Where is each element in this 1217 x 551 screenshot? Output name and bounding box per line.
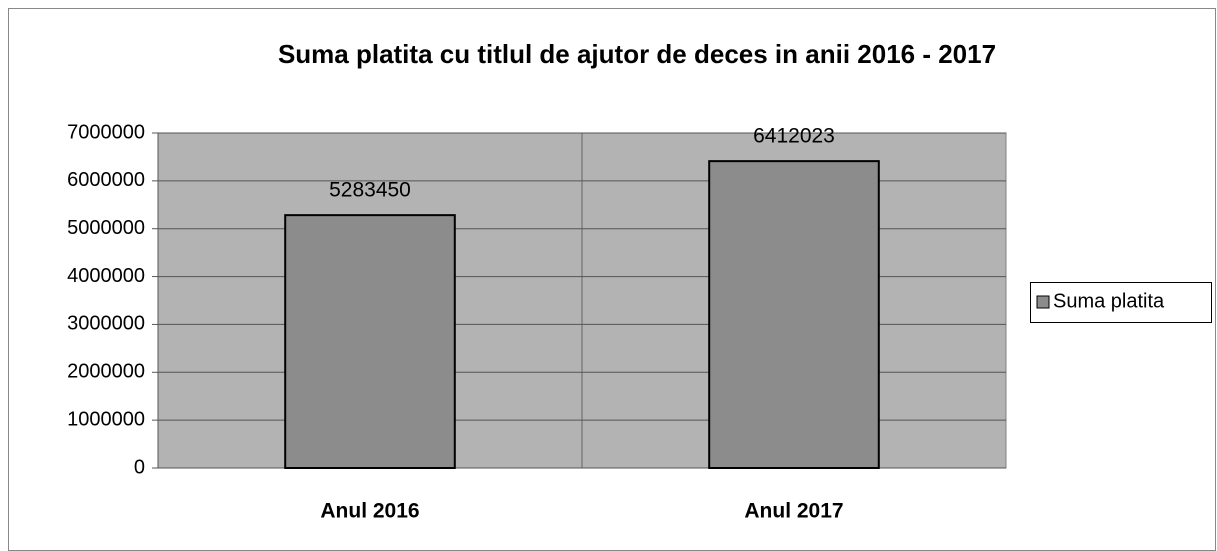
legend-box	[1030, 282, 1212, 323]
y-tick-label: 5000000	[67, 217, 145, 239]
data-label: 5283450	[329, 179, 411, 202]
y-tick-label: 7000000	[67, 121, 145, 143]
y-tick-label: 3000000	[67, 313, 145, 335]
y-tick-label: 6000000	[67, 169, 145, 191]
legend-label: Suma platita	[1053, 290, 1165, 312]
chart-title: Suma platita cu titlul de ajutor de dece…	[278, 39, 996, 69]
y-tick-label: 0	[134, 456, 145, 478]
data-label: 6412023	[753, 125, 835, 148]
y-tick-label: 1000000	[67, 408, 145, 430]
legend-marker	[1036, 295, 1050, 309]
bar	[284, 214, 456, 469]
bar	[708, 160, 880, 470]
y-tick-label: 2000000	[67, 361, 145, 383]
y-tick-label: 4000000	[67, 265, 145, 287]
x-tick-label: Anul 2017	[744, 500, 843, 523]
x-tick-label: Anul 2016	[320, 500, 419, 523]
